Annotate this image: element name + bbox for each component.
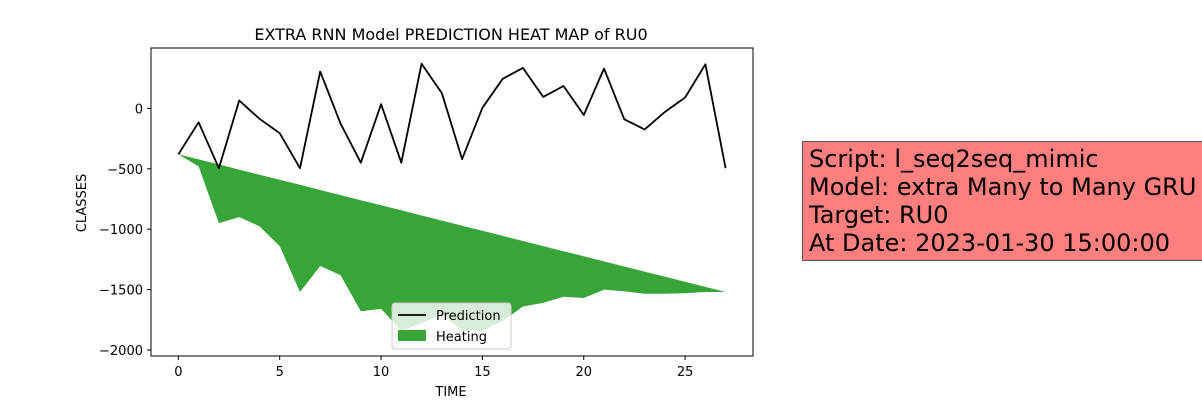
heating-area [178,154,726,331]
plot-frame [150,47,754,357]
x-axis-ticks: 0 5 10 15 20 25 [174,356,693,380]
y-tick-label: −1500 [99,284,143,299]
x-axis-label: TIME [434,385,466,400]
y-tick-label: −500 [107,163,143,178]
x-tick-label: 5 [276,365,284,380]
x-tick-label: 0 [174,365,182,380]
y-axis-label: CLASSES [75,174,90,232]
prediction-line-layer [177,62,727,170]
legend-heating-swatch [398,330,426,341]
legend-prediction-label: Prediction [436,309,501,324]
y-tick-label: 0 [135,102,143,117]
x-tick-label: 10 [373,365,390,380]
legend-heating-label: Heating [436,330,487,345]
legend: Prediction Heating [391,302,512,350]
heating-area-layer [178,154,726,331]
prediction-line [177,62,727,170]
y-tick-label: −2000 [99,344,143,359]
x-tick-label: 25 [677,365,694,380]
y-tick-label: −1000 [99,223,143,238]
y-axis-ticks: 0 −500 −1000 −1500 −2000 [99,102,151,359]
x-tick-label: 15 [474,365,491,380]
x-tick-label: 20 [575,365,592,380]
chart-title: EXTRA RNN Model PREDICTION HEAT MAP of R… [254,25,647,44]
